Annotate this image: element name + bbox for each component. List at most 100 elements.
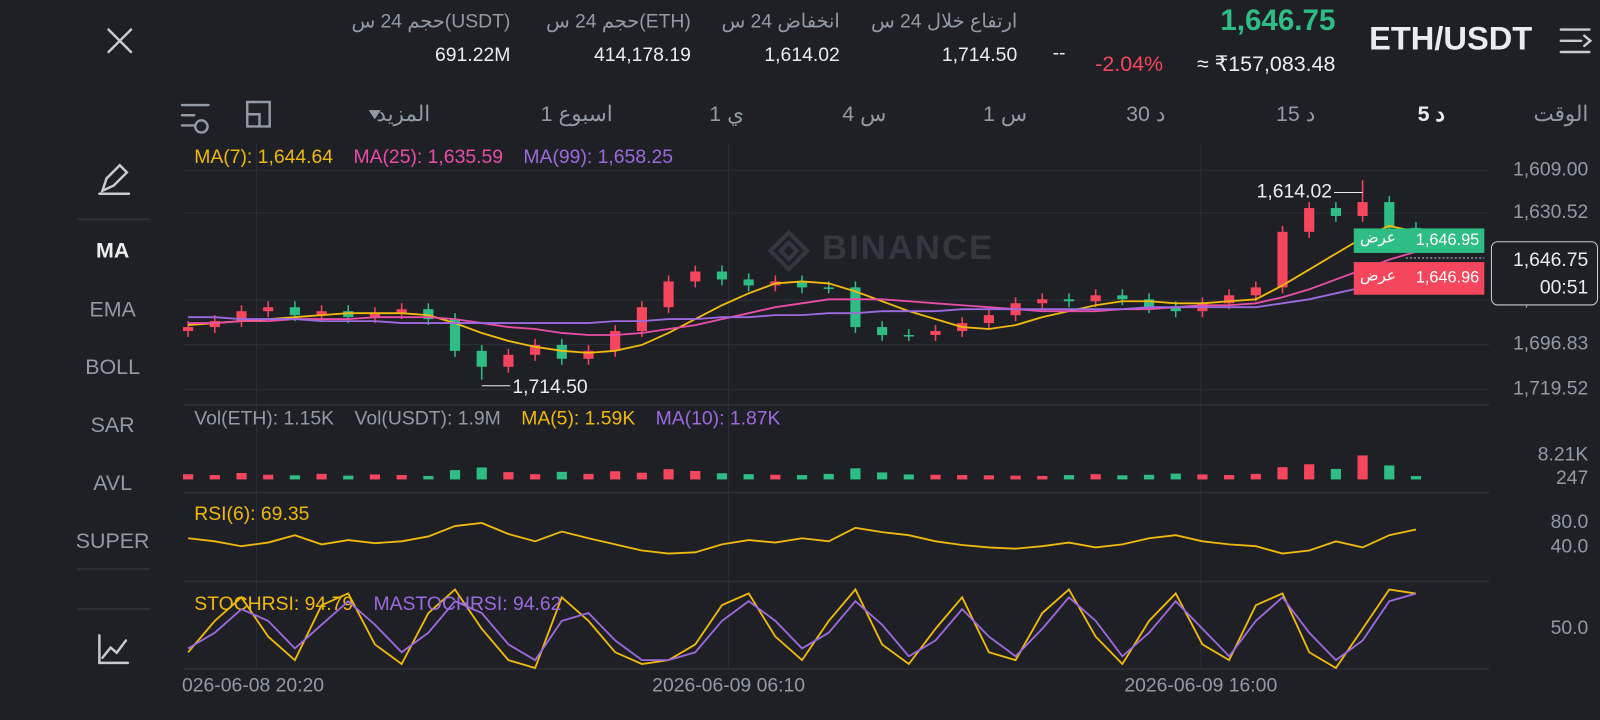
timeframe-tab[interactable]: المزيد: [376, 102, 430, 127]
timeframe-tab[interactable]: 30 د: [1126, 102, 1165, 126]
candle-body: [983, 315, 994, 324]
volume-bar: [823, 473, 834, 480]
candle-body: [690, 271, 701, 282]
timeframe-tab[interactable]: 1 س: [983, 102, 1027, 127]
volume-bar: [343, 475, 354, 480]
watermark: BINANCE: [822, 229, 994, 267]
chart-area: 026-06-08 20:20 2026-06-09 06:10 2026-06-0…: [182, 142, 1599, 696]
stat-label: حجم 24 س(USDT): [351, 11, 510, 33]
volume-bar: [1277, 467, 1288, 480]
volume-bar: [236, 473, 247, 480]
volume-bar: [1330, 468, 1341, 480]
candle-body: [1224, 295, 1235, 304]
indicator-line: [188, 250, 1417, 336]
close-button[interactable]: [107, 28, 133, 54]
indicator-tab[interactable]: SUPER: [76, 529, 150, 553]
fiat-price: ≈ ₹157,083.48: [1197, 52, 1335, 76]
indicator-tab[interactable]: MA: [96, 239, 129, 263]
volume-bar: [1304, 464, 1315, 480]
volume-bar: [289, 475, 300, 480]
candle-body: [343, 311, 354, 318]
volume-bar: [316, 473, 327, 480]
y-tick-label: 1,696.83: [1513, 333, 1588, 355]
legend-entry: STOCHRSI: 94.79: [194, 593, 353, 615]
candle-body: [1357, 202, 1368, 216]
candle-body: [236, 311, 247, 322]
candle-body: [449, 319, 461, 351]
y-tick-label: 40.0: [1551, 536, 1589, 558]
indicator-line: [188, 224, 1417, 354]
order-tag[interactable]: [1353, 228, 1485, 253]
x-tick-label: 2026-06-09 16:00: [1124, 674, 1277, 696]
indicator-tab[interactable]: BOLL: [85, 355, 140, 379]
volume-bar: [209, 475, 220, 480]
volume-bar: [1357, 455, 1368, 480]
candle-body: [316, 311, 327, 316]
indicator-tab[interactable]: EMA: [89, 298, 136, 322]
volume-bar: [1250, 473, 1261, 480]
volume-bar: [1037, 475, 1048, 480]
pair: ETH/USDT: [1369, 19, 1532, 56]
legend-entry: MA(99): 1,658.25: [523, 146, 673, 168]
draw-tool[interactable]: [98, 163, 131, 195]
tab-icon[interactable]: [246, 100, 271, 128]
timeframe-tab[interactable]: 15 د: [1276, 102, 1315, 126]
volume-bar: [770, 474, 781, 480]
candle-body: [1170, 307, 1181, 312]
timeframe-tab[interactable]: الوقت: [1534, 102, 1589, 127]
timeframe-tab[interactable]: 5 د: [1418, 102, 1445, 126]
candle-body: [1063, 299, 1075, 302]
y-tick-label: 1,630.52: [1513, 201, 1588, 223]
order-tag[interactable]: [1353, 262, 1485, 295]
candle-body: [423, 309, 434, 320]
indicator-line: [188, 274, 1417, 324]
volume-bar: [503, 472, 514, 480]
countdown: 00:51: [1540, 277, 1588, 299]
min-label: 1,614.02: [1257, 181, 1332, 203]
indicator-tab[interactable]: AVL: [93, 471, 132, 495]
candle-body: [1304, 208, 1315, 232]
legend-entry: MA(10): 1.87K: [656, 407, 781, 429]
volume-bar: [1384, 465, 1395, 480]
max-label: 1,714.50: [512, 376, 588, 398]
candle-body: [1384, 202, 1395, 228]
volume-bar: [636, 472, 647, 480]
y-tick-label: 80.0: [1551, 511, 1589, 533]
menu-button[interactable]: [1559, 28, 1593, 54]
volume-bar: [530, 474, 541, 480]
volume-bar: [716, 473, 728, 480]
timeframe-tab[interactable]: 1 ي: [709, 102, 744, 126]
candle-body: [1117, 295, 1128, 300]
volume-bar: [743, 474, 754, 480]
volume-bar: [583, 473, 594, 480]
volume-bar: [396, 475, 407, 480]
volume-bar: [423, 475, 434, 480]
candle-body: [610, 331, 621, 351]
candle-body: [850, 287, 861, 328]
indicator-line: [187, 592, 1417, 662]
candle-body: [1250, 287, 1261, 296]
candle-body: [1143, 299, 1155, 308]
indicator-tab[interactable]: SAR: [91, 413, 135, 437]
x-tick-label: 026-06-08 20:20: [182, 674, 324, 696]
volume-bar: [930, 474, 941, 480]
placeholder: --: [1053, 42, 1066, 64]
chart-tool[interactable]: [98, 634, 130, 665]
stat-value: 1,614.02: [764, 44, 839, 66]
candle-body: [823, 287, 834, 289]
candle-body: [183, 327, 194, 332]
y-tick-label: 8.21K: [1538, 444, 1589, 466]
tab-icon[interactable]: [180, 103, 210, 134]
price-tag: 1,646.75: [1513, 249, 1588, 271]
candle-body: [583, 350, 594, 359]
y-tick-label: 1,609.00: [1513, 158, 1589, 180]
dropdown-arrow: [368, 110, 381, 120]
candle-body: [716, 271, 728, 280]
y-tick-label: 50.0: [1551, 617, 1589, 639]
volume-bar: [663, 469, 674, 480]
timeframe-tab[interactable]: 1 اسبوع: [541, 102, 613, 127]
candle-body: [1330, 208, 1341, 216]
candle-body: [743, 279, 754, 286]
legend-entry: MA(25): 1,635.59: [353, 146, 503, 168]
timeframe-tab[interactable]: 4 س: [842, 102, 886, 127]
